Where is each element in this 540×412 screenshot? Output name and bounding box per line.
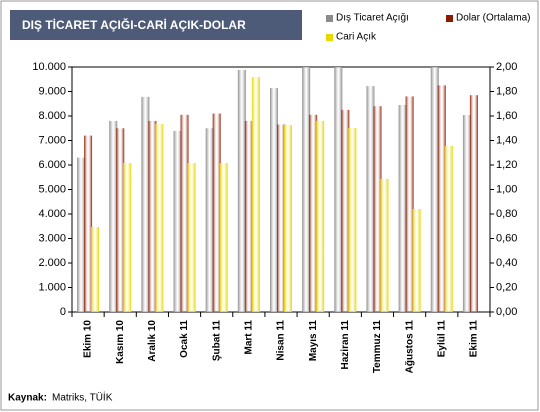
- x-tick-label: Haziran 11: [340, 320, 351, 370]
- bar: [109, 120, 118, 313]
- x-tick-label: Kasım 10: [115, 320, 126, 364]
- bar: [244, 120, 253, 313]
- y-tick-label: 8.000: [38, 110, 66, 122]
- y-tick-label: 3.000: [38, 232, 66, 244]
- x-tick-label: Ocak 11: [179, 320, 190, 358]
- bar: [302, 67, 311, 312]
- y-tick-label: 2.000: [38, 257, 66, 269]
- bar: [84, 135, 93, 312]
- chart-title: DIŞ TİCARET AÇIĞI-CARİ AÇIK-DOLAR: [22, 17, 246, 32]
- y2-tick-label: 1,60: [496, 110, 517, 122]
- y-tick-label: 5.000: [38, 183, 66, 195]
- x-tick-label: Mayıs 11: [308, 320, 319, 362]
- y-tick-label: 7.000: [38, 134, 66, 146]
- y2-tick-label: 1,20: [496, 159, 517, 171]
- bar: [155, 124, 164, 313]
- bar: [437, 85, 446, 312]
- legend-label: Dış Ticaret Açığı: [336, 13, 409, 24]
- y2-tick-label: 0,40: [496, 257, 517, 269]
- x-tick-label: Mart 11: [243, 320, 254, 355]
- legend-swatch: [326, 15, 333, 22]
- bar: [380, 178, 389, 312]
- bar: [237, 69, 246, 312]
- bar: [430, 67, 439, 312]
- bar: [469, 95, 478, 312]
- bar: [212, 113, 221, 312]
- y2-tick-label: 0,00: [496, 306, 517, 318]
- legend-swatch: [446, 15, 453, 22]
- y-tick-label: 4.000: [38, 208, 66, 220]
- bar: [316, 120, 325, 313]
- x-tick-label: Şubat 11: [211, 320, 222, 362]
- bar: [219, 163, 228, 312]
- y-tick-label: 9.000: [38, 85, 66, 97]
- y2-tick-label: 1,40: [496, 134, 517, 146]
- y2-tick-label: 0,80: [496, 208, 517, 220]
- bar: [187, 163, 196, 312]
- title-box: [10, 10, 302, 40]
- bar: [284, 125, 292, 312]
- legend-label: Cari Açık: [336, 32, 377, 43]
- bar: [462, 115, 471, 313]
- x-tick-label: Nisan 11: [276, 320, 287, 361]
- bar: [412, 209, 421, 312]
- bar: [341, 109, 350, 312]
- bar: [334, 67, 343, 312]
- bar: [173, 130, 182, 312]
- bar: [405, 96, 414, 313]
- x-tick-label: Eylül 11: [436, 320, 447, 358]
- bar: [116, 128, 125, 312]
- y2-tick-label: 2,00: [496, 61, 517, 73]
- y-tick-label: 1.000: [38, 281, 66, 293]
- y2-tick-label: 0,60: [496, 232, 517, 244]
- x-tick-label: Temmuz 11: [372, 320, 383, 374]
- bar: [251, 77, 260, 312]
- source-label: Kaynak:: [8, 393, 47, 404]
- bar: [123, 163, 132, 312]
- bar: [148, 120, 157, 313]
- bar: [277, 124, 285, 312]
- bar: [348, 128, 357, 312]
- bar: [373, 106, 382, 312]
- x-tick-label: Ağustos 11: [404, 320, 415, 374]
- bar: [398, 104, 407, 312]
- bar: [444, 145, 453, 312]
- y-tick-label: 6.000: [38, 159, 66, 171]
- y2-tick-label: 1,80: [496, 85, 517, 97]
- x-tick-label: Aralık 10: [147, 320, 158, 362]
- x-tick-label: Ekim 11: [469, 320, 480, 358]
- y-tick-label: 10.000: [32, 61, 66, 73]
- source: Matriks, TÜİK: [52, 391, 113, 404]
- x-tick-label: Ekim 10: [83, 320, 94, 358]
- bar: [270, 88, 278, 312]
- bar: [309, 114, 318, 313]
- bar: [141, 96, 150, 312]
- y2-tick-label: 0,20: [496, 281, 517, 293]
- bar: [366, 86, 375, 312]
- bar: [180, 114, 189, 313]
- legend-label: Dolar (Ortalama): [456, 13, 530, 24]
- y-tick-label: 0: [60, 306, 66, 318]
- bar: [77, 157, 86, 312]
- y2-tick-label: 1,00: [496, 183, 517, 195]
- legend-swatch: [326, 34, 333, 41]
- bar: [205, 128, 214, 312]
- bar: [91, 226, 100, 312]
